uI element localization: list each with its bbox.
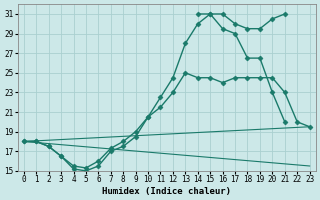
X-axis label: Humidex (Indice chaleur): Humidex (Indice chaleur) <box>102 187 231 196</box>
